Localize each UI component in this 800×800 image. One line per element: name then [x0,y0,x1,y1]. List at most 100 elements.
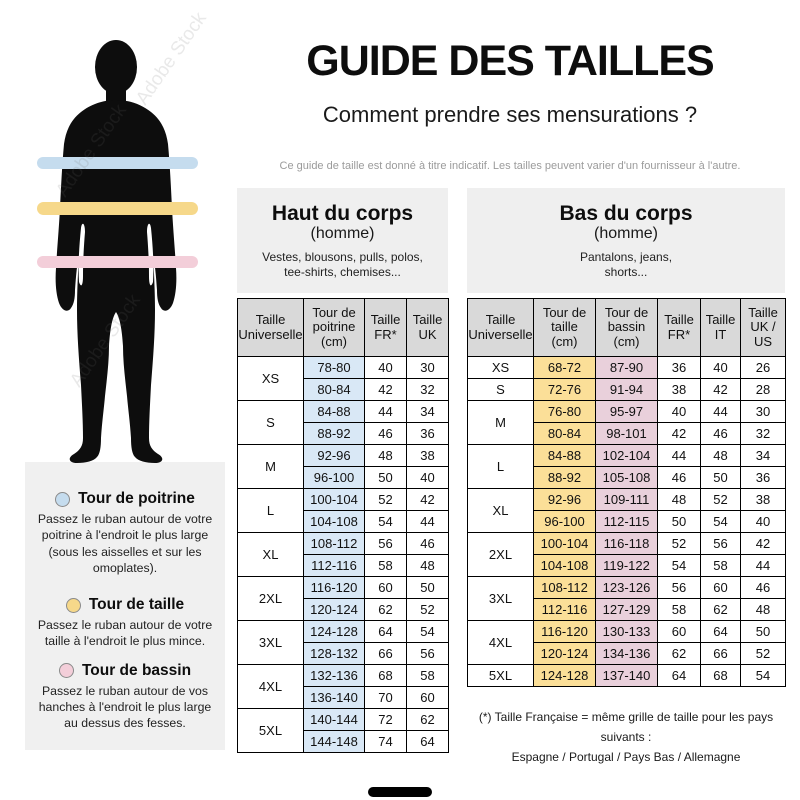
table-cell: 32 [740,422,786,445]
size-cell: 3XL [237,620,304,665]
table-cell: 88-92 [533,466,596,489]
table-cell: 28 [740,378,786,401]
table-cell: 36 [740,466,786,489]
table-cell: 127-129 [595,598,658,621]
size-cell: 2XL [467,532,534,577]
table-cell: 116-120 [303,576,365,599]
table-cell: 50 [364,466,407,489]
table-cell: 42 [657,422,701,445]
table-cell: 40 [364,356,407,379]
size-cell: L [467,444,534,489]
table-cell: 56 [700,532,741,555]
table-cell: 137-140 [595,664,658,687]
table-row: 144-148 74 64 [238,730,449,753]
table-row: 5XL 140-144 72 62 [237,708,449,753]
size-cell: XL [467,488,534,533]
table-cell: 54 [700,510,741,533]
table-cell: 116-120 [533,620,596,643]
table-cell: 84-88 [303,400,365,423]
hip-band-swatch-icon [58,663,74,679]
size-cell: XS [467,356,534,379]
table-cell: 72-76 [533,378,596,401]
table-row: 80-84 42 32 [238,378,449,401]
table-cell: 64 [406,730,449,753]
table-cell: 52 [740,642,786,665]
size-cell: S [467,378,534,401]
table-cell: 46 [364,422,407,445]
legend-heading: Tour de taille [25,596,225,614]
chest-band-swatch-icon [55,491,71,507]
table-cell: 87-90 [595,356,658,379]
arm-gap-left [78,223,85,286]
table-row: M 76-80 95-97 40 44 30 [467,400,786,445]
legend-item-waist: Tour de taille Passez le ruban autour de… [25,576,225,650]
table-cell: 136-140 [303,686,365,709]
table-row: 3XL 108-112 123-126 56 60 46 [467,576,786,621]
table-cell: 38 [740,488,786,511]
table-cell: 132-136 [303,664,365,687]
table-cell: 78-80 [303,356,365,379]
table-cell: 36 [657,356,701,379]
legend-description: Passez le ruban autour de votre poitrine… [37,512,213,575]
table-cell: 80-84 [303,378,365,401]
header-cell: Taille Universelle [467,298,534,357]
table-cell: 66 [700,642,741,665]
table-cell: 64 [700,620,741,643]
table-cell: 50 [700,466,741,489]
table-cell: 112-116 [303,554,365,577]
legend-description: Passez le ruban autour de vos hanches à … [38,683,212,731]
table-cell: 46 [700,422,741,445]
upper-body-size-table: Taille Universelle Tour de poitrine (cm) T… [237,298,449,753]
table-cell: 52 [364,488,407,511]
table-row: 5XL 124-128 137-140 64 68 54 [467,664,786,687]
silhouette-body [55,100,177,463]
legend-label: Tour de bassin [81,661,192,679]
table-cell: 42 [406,488,449,511]
table-cell: 58 [406,664,449,687]
table-row: 2XL 100-104 116-118 52 56 42 [467,532,786,577]
table-cell: 58 [700,554,741,577]
table-row: 104-108 119-122 54 58 44 [468,554,786,577]
table-cell: 50 [406,576,449,599]
disclaimer-text: Ce guide de taille est donné à titre ind… [279,160,741,172]
table-cell: 42 [364,378,407,401]
header-cell: Tour de taille (cm) [533,298,596,357]
table-cell: 72 [364,708,407,731]
size-cell: M [237,444,304,489]
table-cell: 40 [700,356,741,379]
table-cell: 88-92 [303,422,365,445]
table-row: 96-100 50 40 [238,466,449,489]
table-cell: 36 [406,422,449,445]
table-cell: 52 [657,532,701,555]
size-cell: XS [237,356,304,401]
table-cell: 42 [740,532,786,555]
legend-description: Passez le ruban autour de votre taille à… [37,618,213,649]
table-cell: 46 [740,576,786,599]
table-row: 112-116 127-129 58 62 48 [468,598,786,621]
table-cell: 108-112 [533,576,596,599]
legend-item-hip: Tour de bassin Passez le ruban autour de… [25,650,225,732]
table-cell: 76-80 [533,400,596,423]
table-row: 4XL 132-136 68 58 [237,664,449,709]
table-cell: 109-111 [595,488,658,511]
table-row: 3XL 124-128 64 54 [237,620,449,665]
silhouette-neck [106,82,126,104]
table-cell: 46 [406,532,449,555]
table-cell: 68 [700,664,741,687]
size-cell: 5XL [467,664,534,687]
table-cell: 92-96 [303,444,365,467]
table-cell: 60 [700,576,741,599]
table-cell: 30 [740,400,786,423]
table-cell: 48 [700,444,741,467]
table-cell: 34 [406,400,449,423]
table-cell: 48 [406,554,449,577]
waist-band-swatch-icon [65,597,81,613]
table-cell: 38 [406,444,449,467]
legend-item-chest: Tour de poitrine Passez le ruban autour … [25,462,225,576]
table-cell: 44 [406,510,449,533]
table-cell: 62 [364,598,407,621]
lower-body-size-table: Taille Universelle Tour de taille (cm) Tou… [467,298,786,687]
table-cell: 60 [364,576,407,599]
table-header-row: Taille Universelle Tour de taille (cm) Tou… [467,298,786,357]
lower-body-section-header: Bas du corps (homme) Pantalons, jeans, s… [467,188,785,293]
